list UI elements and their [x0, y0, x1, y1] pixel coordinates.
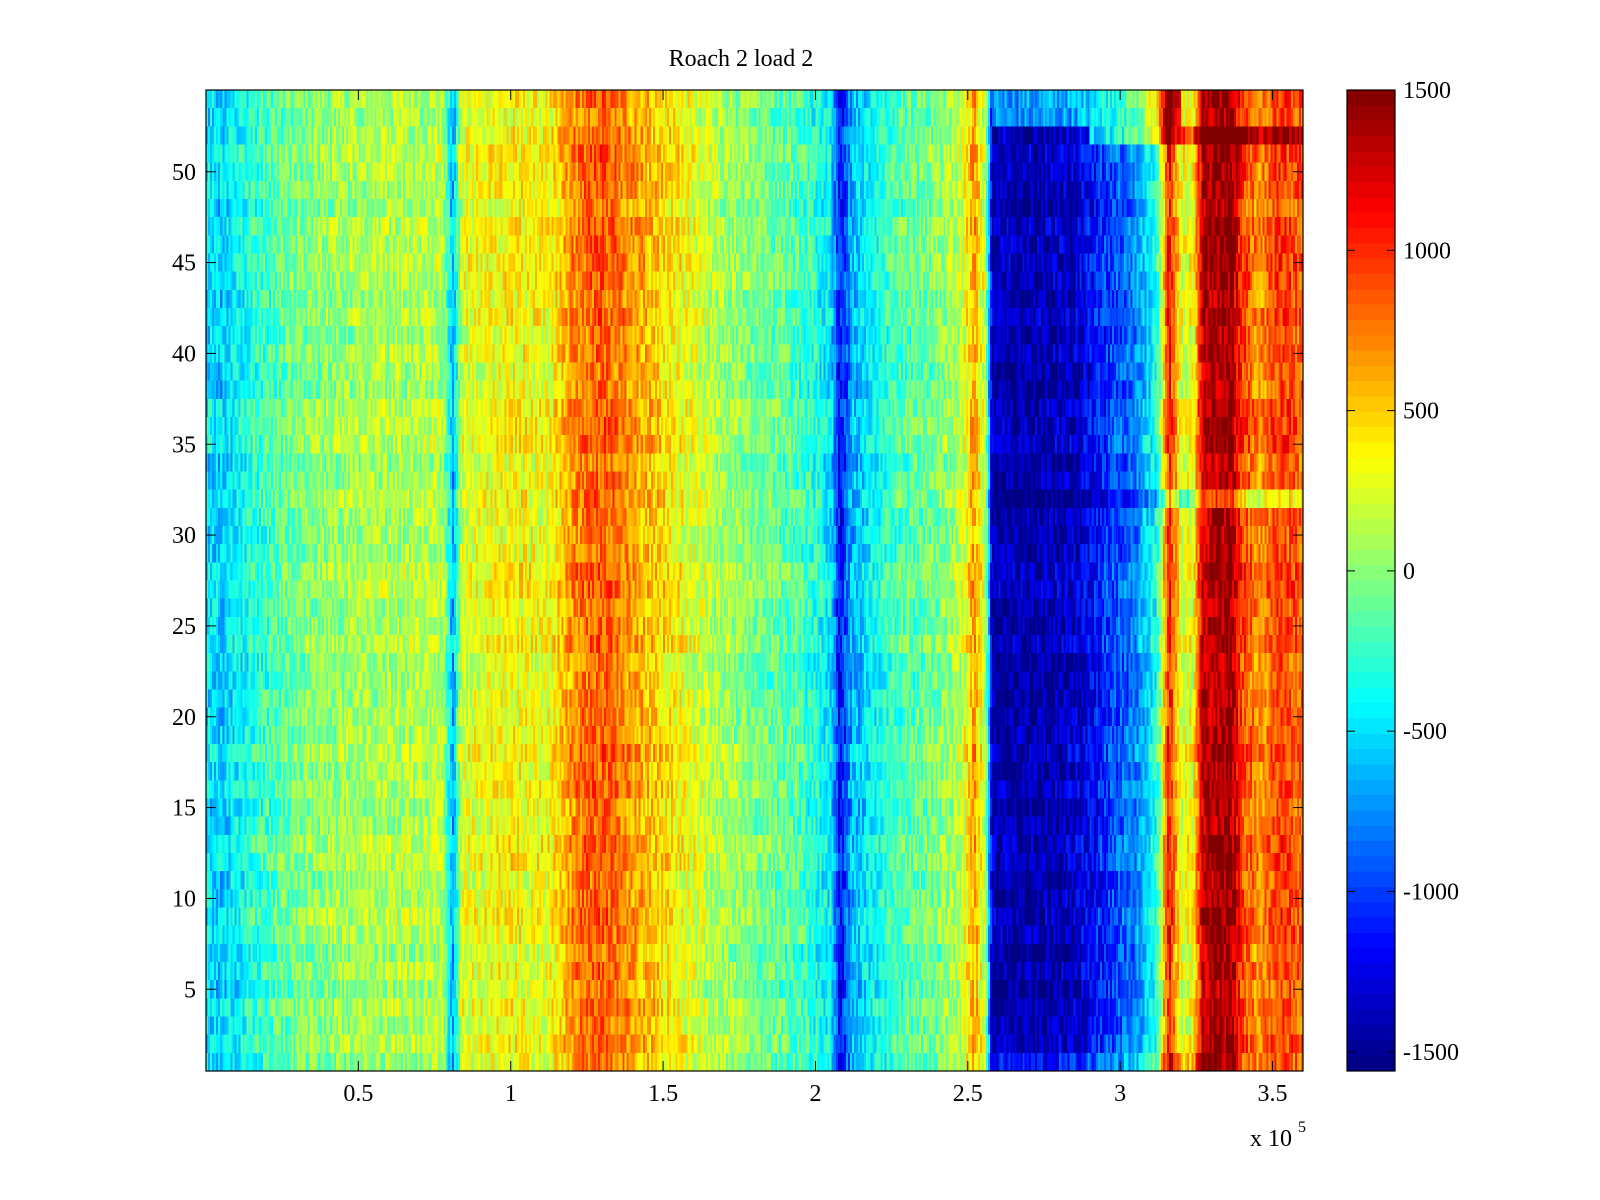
x-exponent-label: x 10 5 [1250, 1119, 1306, 1152]
y-tick-label: 30 [172, 523, 196, 549]
x-exponent-base: x 10 [1250, 1126, 1292, 1152]
y-axis-ticks: 5 10 15 20 25 30 35 40 45 50 [172, 160, 1303, 1003]
colorbar-gradient [1347, 90, 1395, 1071]
colorbar-tick-label: -1500 [1403, 1040, 1459, 1066]
colorbar-tick-label: -1000 [1403, 879, 1459, 905]
colorbar-tick-label: 1000 [1403, 238, 1451, 264]
x-tick-label: 3 [1114, 1081, 1126, 1107]
x-tick-label: 1 [505, 1081, 517, 1107]
y-tick-label: 10 [172, 886, 196, 912]
heatmap-image [206, 90, 1303, 1071]
y-tick-label: 40 [172, 341, 196, 367]
y-tick-label: 20 [172, 705, 196, 731]
colorbar-frame [1346, 89, 1396, 1072]
colorbar-tick-label: 0 [1403, 559, 1415, 585]
y-tick-label: 45 [172, 251, 196, 277]
x-axis-ticks: 0.5 1 1.5 2 2.5 3 3.5 [343, 90, 1288, 1107]
colorbar: 1500 1000 500 0 -500 -1000 -1500 [1346, 78, 1459, 1072]
heatmap-plot-area [205, 89, 1304, 1072]
x-tick-label: 2.5 [953, 1081, 983, 1107]
colorbar-tick-label: -500 [1403, 719, 1447, 745]
y-tick-label: 25 [172, 614, 196, 640]
y-tick-label: 50 [172, 160, 196, 186]
x-exponent-power: 5 [1298, 1119, 1306, 1136]
y-tick-label: 5 [184, 977, 196, 1003]
plot-frame [205, 89, 1304, 1072]
x-tick-label: 0.5 [343, 1081, 373, 1107]
x-tick-label: 3.5 [1258, 1081, 1288, 1107]
x-tick-label: 2 [809, 1081, 821, 1107]
y-tick-label: 35 [172, 432, 196, 458]
colorbar-tick-label: 1500 [1403, 78, 1451, 104]
colorbar-ticks: 1500 1000 500 0 -500 -1000 -1500 [1347, 78, 1459, 1066]
chart-title: Roach 2 load 2 [669, 46, 814, 72]
y-tick-label: 15 [172, 796, 196, 822]
colorbar-tick-label: 500 [1403, 399, 1439, 425]
x-tick-label: 1.5 [648, 1081, 678, 1107]
